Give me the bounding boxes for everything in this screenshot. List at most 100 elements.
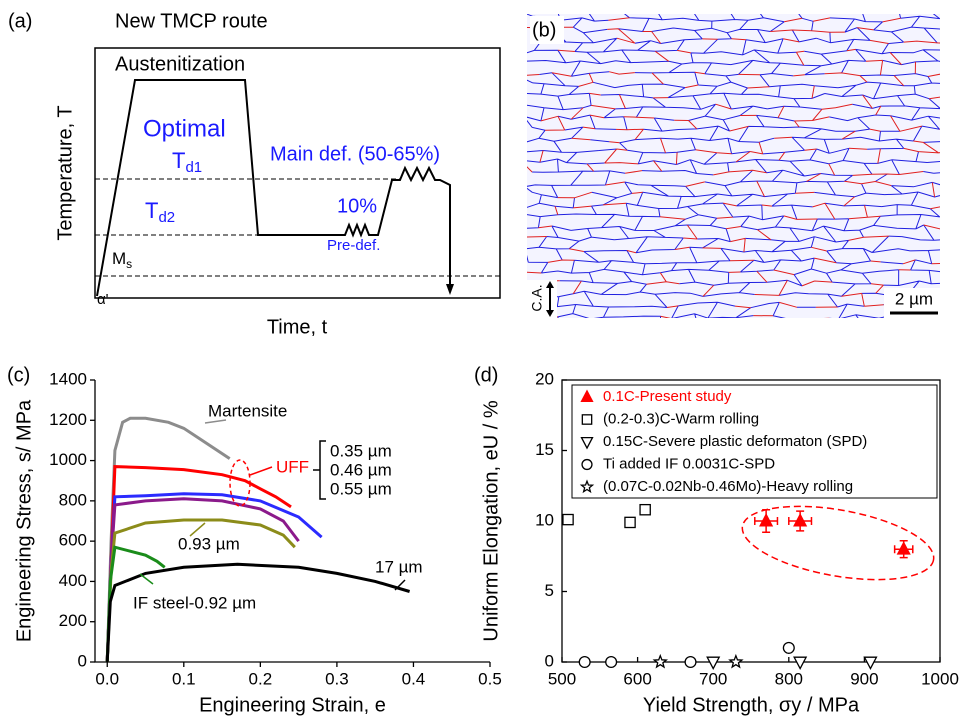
x-tick-label: 0.3 xyxy=(325,669,349,688)
alpha-label: α' xyxy=(97,291,109,308)
y-tick-label: 400 xyxy=(59,571,87,590)
y-tick-label: 600 xyxy=(59,531,87,550)
marker xyxy=(639,503,651,516)
marker xyxy=(562,513,574,526)
panel-label: (d) xyxy=(474,364,498,386)
marker xyxy=(581,458,593,471)
curve-label: 0.46 µm xyxy=(330,460,392,479)
y-tick-label: 1400 xyxy=(49,369,87,388)
ms-label: Ms xyxy=(112,249,132,271)
td2-label: Td2 xyxy=(145,198,175,226)
marker xyxy=(759,513,774,527)
panel-a: (a) New TMCP route Austenitization Optim… xyxy=(8,10,501,338)
pointer xyxy=(249,466,273,476)
curve xyxy=(105,497,300,663)
symbol: M xyxy=(112,249,126,268)
pre-def-label: Pre-def. xyxy=(327,237,380,254)
y-tick-label: 5 xyxy=(545,581,554,600)
scale-bar-label: 2 µm xyxy=(895,289,933,308)
panel-title: New TMCP route xyxy=(115,10,268,32)
marker xyxy=(684,655,697,669)
pointer xyxy=(204,419,227,424)
panel-label: (b) xyxy=(532,19,556,41)
curve xyxy=(105,562,411,663)
marker xyxy=(578,655,591,669)
curve-label: Martensite xyxy=(208,401,287,420)
x-tick-label: 0.0 xyxy=(95,669,119,688)
main-def-label: Main def. (50-65%) xyxy=(270,143,440,165)
frame xyxy=(94,47,501,299)
annotation: UFF xyxy=(276,457,309,476)
x-tick-label: 0.1 xyxy=(172,669,196,688)
y-tick-label: 1000 xyxy=(49,450,87,469)
subscript: s xyxy=(126,257,132,271)
highlight xyxy=(741,505,935,581)
marker xyxy=(863,656,878,670)
legend-label: Ti added IF 0.0031C-SPD xyxy=(603,455,775,472)
td1-label: Td1 xyxy=(172,148,202,176)
y-tick-label: 20 xyxy=(535,369,554,388)
grain-map xyxy=(527,14,940,318)
y-axis-title: Engineering Stress, s/ MPa xyxy=(13,399,35,642)
marker xyxy=(793,513,808,527)
marker xyxy=(896,541,911,555)
subscript: d2 xyxy=(158,209,175,226)
symbol: T xyxy=(145,198,158,223)
curve-label: 0.55 µm xyxy=(330,479,392,498)
x-axis-title: Yield Strength, σy / MPa xyxy=(643,694,860,716)
x-axis-title: Engineering Strain, e xyxy=(199,694,386,716)
legend-label: 0.1C-Present study xyxy=(603,388,732,405)
y-axis-title: Uniform Elongation, eU / % xyxy=(480,400,502,641)
curve-label: 0.35 µm xyxy=(330,441,392,460)
grain-boundaries xyxy=(527,14,940,318)
marker xyxy=(782,641,795,654)
y-tick-label: 10 xyxy=(535,510,554,529)
x-axis-title: Time, t xyxy=(267,316,328,338)
x-tick-label: 0.4 xyxy=(402,669,426,688)
x-tick-label: 500 xyxy=(548,669,576,688)
x-tick-label: 0.5 xyxy=(478,669,502,688)
bracket xyxy=(313,440,326,500)
y-axis-title: Temperature, T xyxy=(54,105,76,240)
x-tick-label: 600 xyxy=(623,669,651,688)
legend-box xyxy=(571,384,938,499)
marker xyxy=(579,479,595,494)
curve-label: 0.93 µm xyxy=(178,534,240,553)
y-tick-label: 0 xyxy=(78,651,87,670)
x-tick-label: 900 xyxy=(850,669,878,688)
process-route xyxy=(96,79,451,297)
marker xyxy=(728,653,744,669)
marker xyxy=(605,655,618,669)
y-tick-label: 0 xyxy=(545,651,554,670)
marker xyxy=(624,516,636,529)
arrow-head xyxy=(446,284,454,295)
subscript: d1 xyxy=(185,159,202,176)
legend-label: (0.2-0.3)C-Warm rolling xyxy=(603,410,759,427)
x-tick-label: 800 xyxy=(775,669,803,688)
marker xyxy=(706,656,721,670)
y-tick-label: 15 xyxy=(535,440,554,459)
marker xyxy=(580,436,594,450)
marker xyxy=(580,389,594,403)
arrow-head xyxy=(546,281,554,288)
micrograph xyxy=(527,14,940,318)
x-tick-label: 0.2 xyxy=(249,669,273,688)
panel-label: (a) xyxy=(8,10,32,32)
optimal-label: Optimal xyxy=(143,115,226,142)
highlight xyxy=(229,459,251,507)
y-tick-label: 800 xyxy=(59,490,87,509)
pre-def-amount: 10% xyxy=(337,195,377,217)
x-tick-label: 1000 xyxy=(921,669,959,688)
marker xyxy=(793,656,808,670)
direction-label: C.A. xyxy=(529,284,545,311)
x-tick-label: 700 xyxy=(699,669,727,688)
marker xyxy=(652,653,668,669)
pointer xyxy=(139,573,154,585)
legend-label: 0.15C-Severe plastic deformaton (SPD) xyxy=(603,433,867,450)
curve-label: 17 µm xyxy=(375,557,423,576)
y-tick-label: 200 xyxy=(59,611,87,630)
stage-label: Austenitization xyxy=(115,53,245,75)
